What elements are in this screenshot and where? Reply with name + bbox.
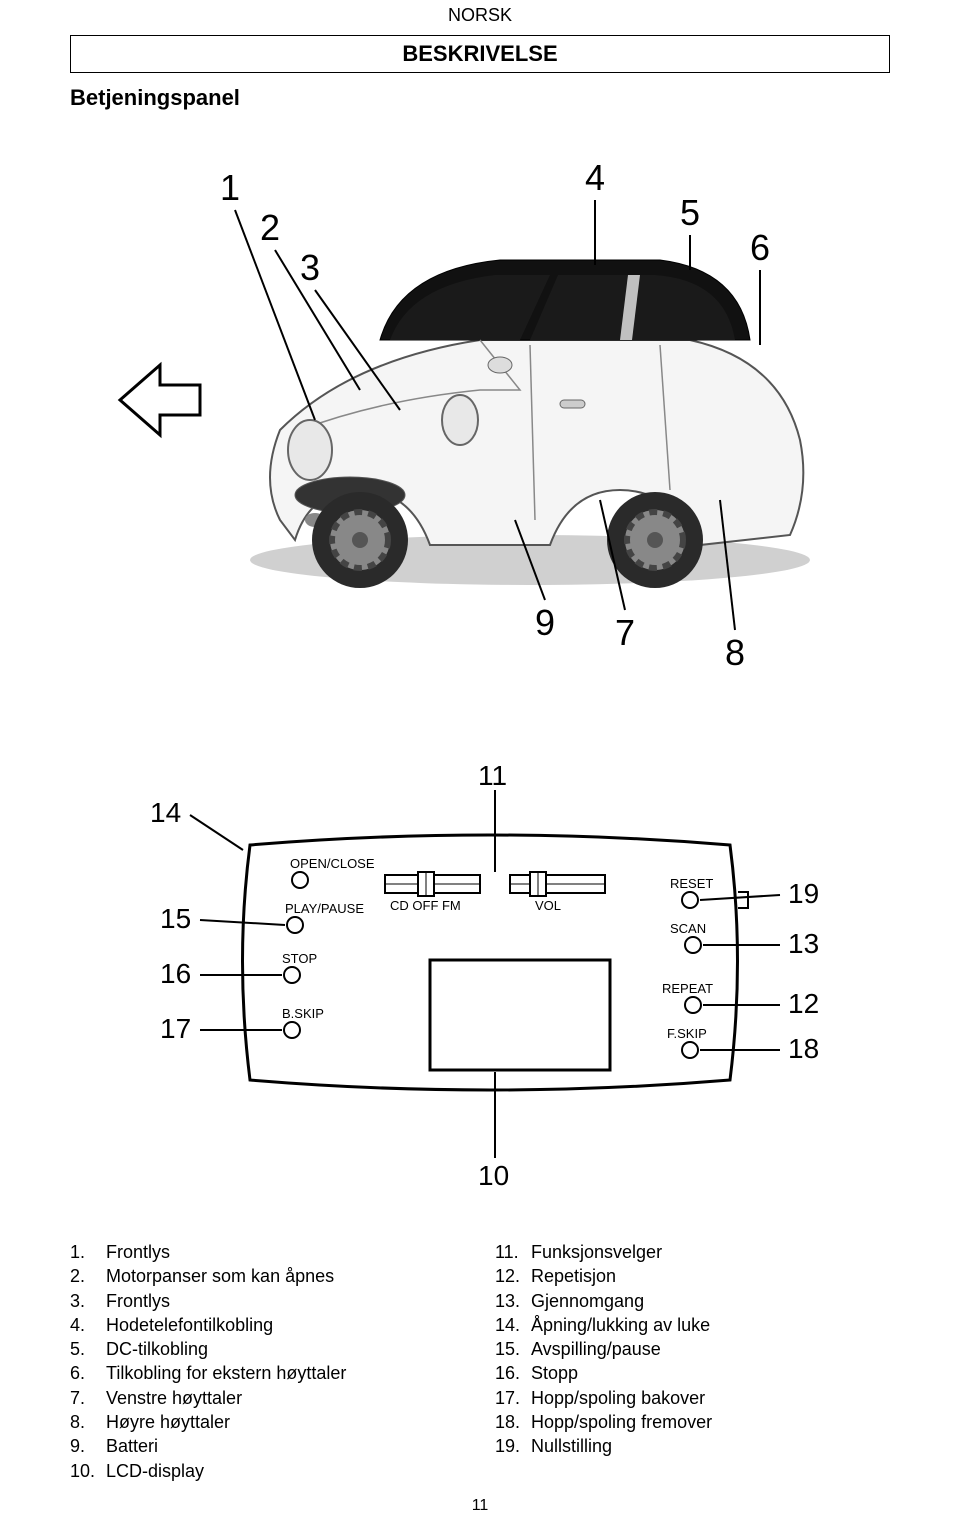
legend-row: 7.Venstre høyttaler: [70, 1386, 465, 1410]
legend-text: Nullstilling: [531, 1434, 612, 1458]
legend-number: 18.: [495, 1410, 531, 1434]
legend-col-right: 11.Funksjonsvelger12.Repetisjon13.Gjenno…: [495, 1240, 890, 1483]
legend-number: 9.: [70, 1434, 106, 1458]
legend-number: 15.: [495, 1337, 531, 1361]
legend-number: 2.: [70, 1264, 106, 1288]
svg-text:17: 17: [160, 1013, 191, 1044]
svg-text:7: 7: [615, 612, 635, 653]
panel-diagram: CD OFF FM VOL OPEN/CLOSE PLAY/PAUSE STOP…: [140, 760, 840, 1200]
legend-number: 7.: [70, 1386, 106, 1410]
legend-row: 16.Stopp: [495, 1361, 890, 1385]
legend-text: Batteri: [106, 1434, 158, 1458]
legend-text: Venstre høyttaler: [106, 1386, 242, 1410]
legend-row: 12.Repetisjon: [495, 1264, 890, 1288]
svg-text:B.SKIP: B.SKIP: [282, 1006, 324, 1021]
legend-text: Repetisjon: [531, 1264, 616, 1288]
legend-text: LCD-display: [106, 1459, 204, 1483]
legend-row: 6.Tilkobling for ekstern høyttaler: [70, 1361, 465, 1385]
legend-row: 2.Motorpanser som kan åpnes: [70, 1264, 465, 1288]
legend-number: 3.: [70, 1289, 106, 1313]
legend-text: Høyre høyttaler: [106, 1410, 230, 1434]
legend-number: 17.: [495, 1386, 531, 1410]
legend-text: Avspilling/pause: [531, 1337, 661, 1361]
legend-text: Åpning/lukking av luke: [531, 1313, 710, 1337]
header-language: NORSK: [0, 5, 960, 26]
legend-text: Gjennomgang: [531, 1289, 644, 1313]
legend-number: 11.: [495, 1240, 531, 1264]
legend-row: 10.LCD-display: [70, 1459, 465, 1483]
legend-row: 3.Frontlys: [70, 1289, 465, 1313]
svg-text:9: 9: [535, 602, 555, 643]
svg-text:F.SKIP: F.SKIP: [667, 1026, 707, 1041]
legend-text: Motorpanser som kan åpnes: [106, 1264, 334, 1288]
legend-number: 4.: [70, 1313, 106, 1337]
svg-text:4: 4: [585, 157, 605, 198]
legend-text: Hopp/spoling bakover: [531, 1386, 705, 1410]
legend-text: Stopp: [531, 1361, 578, 1385]
legend-row: 13.Gjennomgang: [495, 1289, 890, 1313]
svg-text:PLAY/PAUSE: PLAY/PAUSE: [285, 901, 364, 916]
legend-row: 11.Funksjonsvelger: [495, 1240, 890, 1264]
legend-text: Hodetelefontilkobling: [106, 1313, 273, 1337]
svg-text:5: 5: [680, 192, 700, 233]
svg-text:VOL: VOL: [535, 898, 561, 913]
svg-text:19: 19: [788, 878, 819, 909]
svg-text:10: 10: [478, 1160, 509, 1191]
svg-text:6: 6: [750, 227, 770, 268]
legend-number: 10.: [70, 1459, 106, 1483]
svg-text:3: 3: [300, 247, 320, 288]
legend-row: 8.Høyre høyttaler: [70, 1410, 465, 1434]
legend-text: Hopp/spoling fremover: [531, 1410, 712, 1434]
page-number: 11: [0, 1497, 960, 1515]
legend-col-left: 1.Frontlys2.Motorpanser som kan åpnes3.F…: [70, 1240, 465, 1483]
svg-text:SCAN: SCAN: [670, 921, 706, 936]
legend-row: 5.DC-tilkobling: [70, 1337, 465, 1361]
svg-text:REPEAT: REPEAT: [662, 981, 713, 996]
svg-text:16: 16: [160, 958, 191, 989]
legend-row: 9.Batteri: [70, 1434, 465, 1458]
legend-row: 4.Hodetelefontilkobling: [70, 1313, 465, 1337]
svg-text:12: 12: [788, 988, 819, 1019]
svg-text:8: 8: [725, 632, 745, 670]
legend-row: 18.Hopp/spoling fremover: [495, 1410, 890, 1434]
legend-number: 13.: [495, 1289, 531, 1313]
svg-text:OPEN/CLOSE: OPEN/CLOSE: [290, 856, 375, 871]
svg-text:15: 15: [160, 903, 191, 934]
svg-text:2: 2: [260, 207, 280, 248]
legend-row: 17.Hopp/spoling bakover: [495, 1386, 890, 1410]
page-title-box: BESKRIVELSE: [70, 35, 890, 73]
legend-row: 14.Åpning/lukking av luke: [495, 1313, 890, 1337]
legend-number: 8.: [70, 1410, 106, 1434]
arrow-icon: [120, 365, 200, 435]
legend: 1.Frontlys2.Motorpanser som kan åpnes3.F…: [70, 1240, 890, 1483]
legend-number: 6.: [70, 1361, 106, 1385]
legend-row: 19.Nullstilling: [495, 1434, 890, 1458]
legend-number: 1.: [70, 1240, 106, 1264]
car-diagram: 1 2 3 4 5 6 7 8 9: [100, 140, 860, 670]
page-subtitle: Betjeningspanel: [70, 85, 240, 111]
legend-number: 12.: [495, 1264, 531, 1288]
legend-number: 19.: [495, 1434, 531, 1458]
lcd-screen: [430, 960, 610, 1070]
svg-text:18: 18: [788, 1033, 819, 1064]
legend-row: 1.Frontlys: [70, 1240, 465, 1264]
svg-text:1: 1: [220, 167, 240, 208]
legend-text: Frontlys: [106, 1240, 170, 1264]
legend-text: DC-tilkobling: [106, 1337, 208, 1361]
legend-row: 15.Avspilling/pause: [495, 1337, 890, 1361]
svg-text:RESET: RESET: [670, 876, 713, 891]
svg-text:13: 13: [788, 928, 819, 959]
legend-text: Funksjonsvelger: [531, 1240, 662, 1264]
legend-number: 5.: [70, 1337, 106, 1361]
legend-text: Frontlys: [106, 1289, 170, 1313]
legend-text: Tilkobling for ekstern høyttaler: [106, 1361, 346, 1385]
svg-text:11: 11: [478, 760, 507, 791]
svg-text:CD OFF FM: CD OFF FM: [390, 898, 461, 913]
legend-number: 16.: [495, 1361, 531, 1385]
svg-text:STOP: STOP: [282, 951, 317, 966]
svg-text:14: 14: [150, 797, 181, 828]
legend-number: 14.: [495, 1313, 531, 1337]
car-illustration: [250, 260, 810, 588]
